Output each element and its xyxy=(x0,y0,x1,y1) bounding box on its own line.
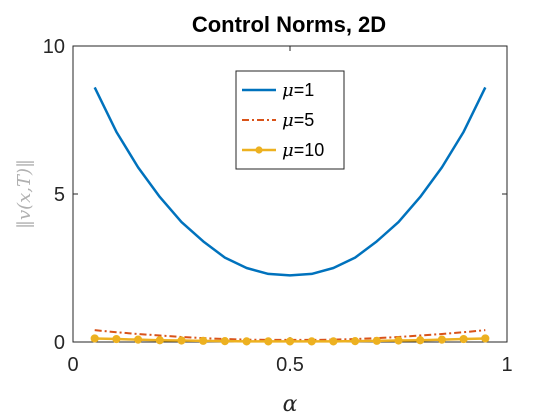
legend: μ=1μ=5μ=10 xyxy=(235,70,345,170)
series-point xyxy=(351,337,360,346)
series-point xyxy=(90,334,99,343)
series-point xyxy=(199,336,208,345)
series-point xyxy=(155,336,164,345)
series-point xyxy=(134,335,143,344)
series-point xyxy=(459,334,468,344)
series-point xyxy=(177,336,186,345)
series-point xyxy=(220,337,229,346)
y-tick-label: 5 xyxy=(54,184,65,206)
series-point xyxy=(416,336,425,345)
y-axis-label: ‖v(x,T)‖ xyxy=(14,159,35,229)
x-tick-label: 0 xyxy=(67,354,78,376)
legend-symbol: μ xyxy=(282,140,294,161)
series-point xyxy=(394,336,403,345)
chart-title: Control Norms, 2D xyxy=(192,12,386,37)
series-point xyxy=(481,334,490,343)
series-point xyxy=(329,337,338,346)
series-point xyxy=(437,335,446,344)
axis-ticks xyxy=(72,45,508,343)
series-point xyxy=(242,337,251,346)
series-point xyxy=(112,334,121,344)
x-tick-label: 1 xyxy=(501,354,512,376)
legend-marker xyxy=(255,146,263,154)
legend-label-3: μ=10 xyxy=(282,140,324,161)
legend-label-1: μ=1 xyxy=(282,80,314,101)
legend-value: =5 xyxy=(294,110,315,130)
series-layer xyxy=(90,86,490,346)
series-point xyxy=(264,337,273,346)
legend-symbol: μ xyxy=(282,110,294,131)
legend-value: =1 xyxy=(294,80,315,100)
legend-value: =10 xyxy=(294,140,325,160)
legend-symbol: μ xyxy=(282,80,294,101)
x-tick-label: 0.5 xyxy=(276,354,304,376)
series-point xyxy=(285,337,295,346)
series-point xyxy=(372,336,381,345)
x-axis-label: α xyxy=(283,392,298,417)
y-tick-label: 10 xyxy=(43,36,65,58)
legend-label-2: μ=5 xyxy=(282,110,314,131)
y-tick-label: 0 xyxy=(54,332,65,354)
series-line-1 xyxy=(93,86,487,277)
series-point xyxy=(307,337,316,346)
